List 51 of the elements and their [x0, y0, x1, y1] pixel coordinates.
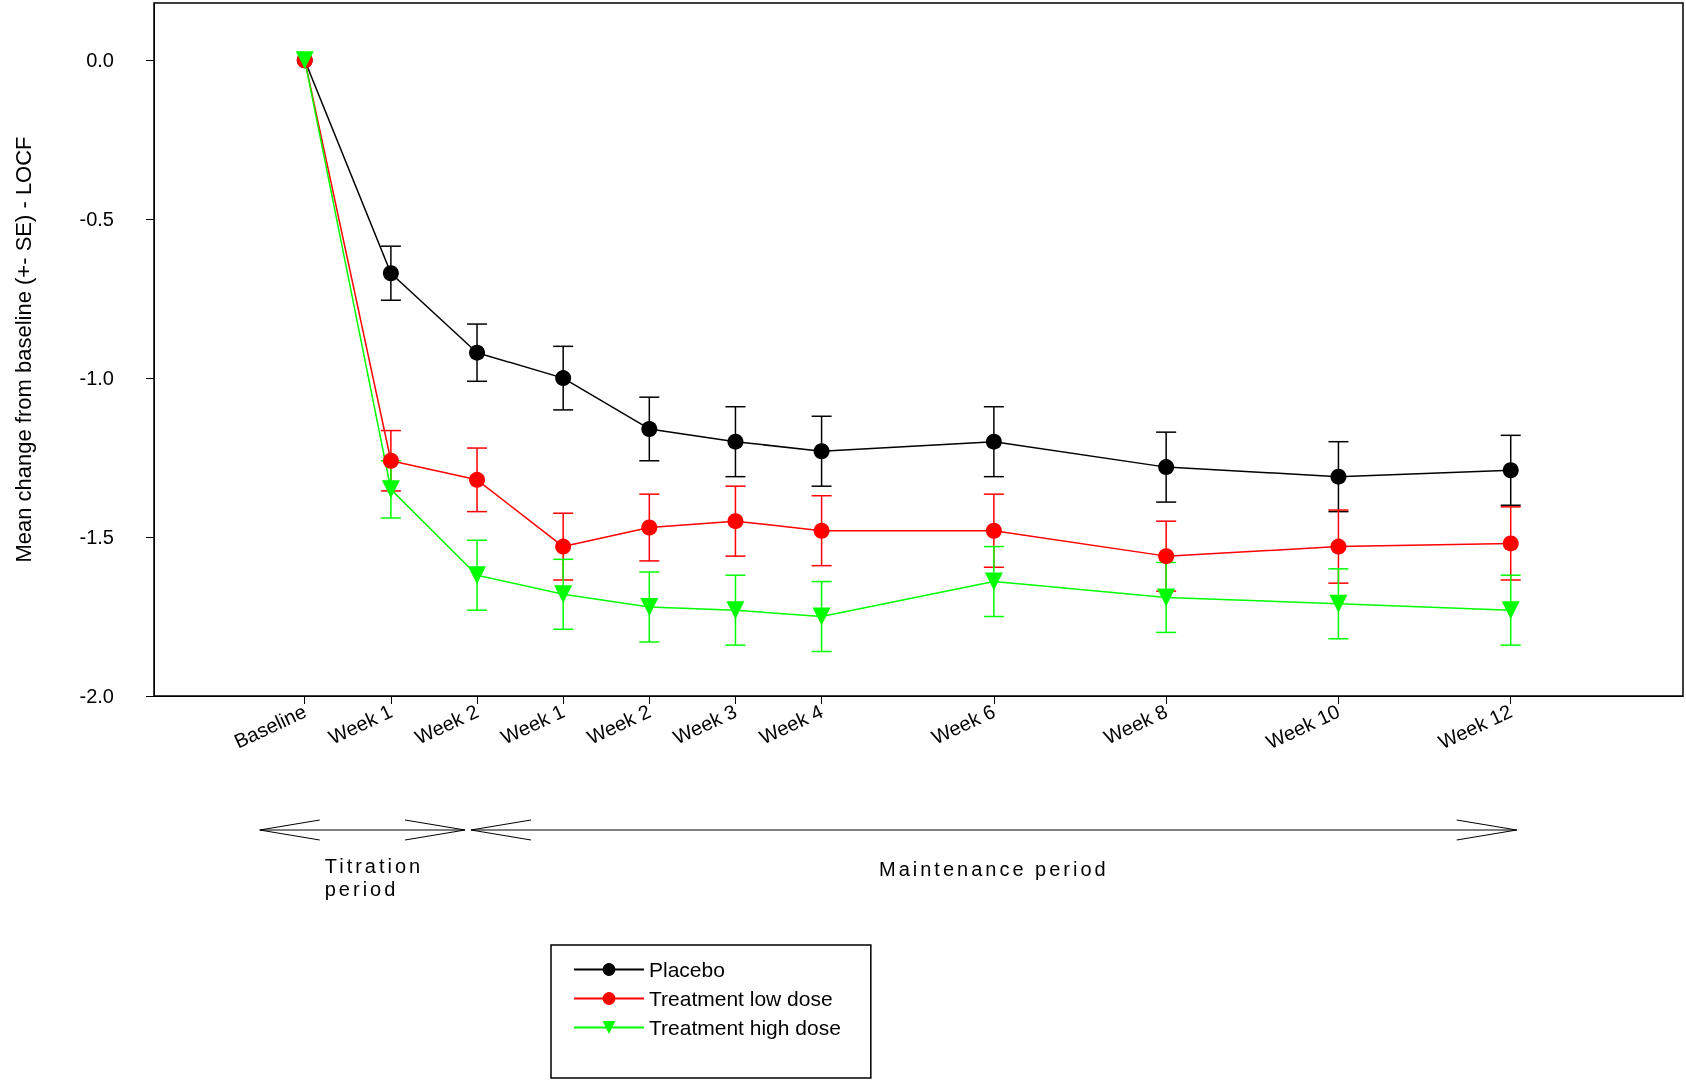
x-tick-label: Week 8: [1100, 700, 1171, 749]
point: [381, 480, 400, 499]
x-tick-label: Week 12: [1434, 700, 1516, 754]
x-tick-label: Week 2: [411, 700, 482, 749]
point: [1330, 468, 1347, 485]
x-tick-label: Week 3: [669, 700, 741, 749]
x-tick-label: Week 1: [325, 700, 396, 749]
x-tick-label: Week 10: [1262, 700, 1344, 754]
point: [726, 601, 745, 620]
y-tick-label: -1.5: [79, 526, 114, 549]
point: [813, 443, 830, 460]
x-tick-label: Week 2: [583, 700, 654, 749]
text: Maintenance period: [878, 858, 1110, 881]
point: [1158, 459, 1175, 476]
x-tick-label: Week 4: [755, 700, 827, 749]
point: [468, 566, 487, 585]
point: [469, 471, 486, 488]
point: [727, 513, 744, 530]
point: [554, 585, 573, 604]
point: [1157, 588, 1176, 607]
legend-label: Treatment high dose: [649, 1016, 841, 1039]
point: [985, 522, 1002, 539]
point: [1501, 601, 1520, 620]
point: [1502, 535, 1519, 552]
point: [812, 607, 831, 626]
y-axis-title: Mean change from baseline (+- SE) - LOCF: [10, 136, 36, 563]
text: Titration period: [324, 855, 425, 901]
point: [1502, 462, 1519, 479]
point: [1158, 548, 1175, 565]
legend-label: Treatment low dose: [649, 987, 833, 1010]
point: [985, 433, 1002, 450]
y-tick-label: -2.0: [79, 685, 114, 707]
point: [641, 420, 658, 437]
x-tick-label: Week 1: [497, 700, 568, 749]
point: [382, 265, 399, 282]
point: [813, 522, 830, 539]
point: [641, 519, 658, 536]
x-tick-label: Week 6: [928, 700, 999, 749]
point: [382, 452, 399, 469]
point: [469, 344, 486, 361]
legend-label: Placebo: [649, 958, 725, 981]
y-tick-label: -1.0: [79, 367, 114, 390]
point: [984, 572, 1003, 591]
point: [555, 538, 572, 555]
y-tick-label: 0.0: [86, 49, 114, 72]
y-tick-label: -0.5: [79, 208, 114, 231]
point: [1330, 538, 1347, 555]
point: [640, 597, 659, 616]
point: [727, 433, 744, 450]
point: [1329, 594, 1348, 613]
point: [555, 370, 572, 387]
